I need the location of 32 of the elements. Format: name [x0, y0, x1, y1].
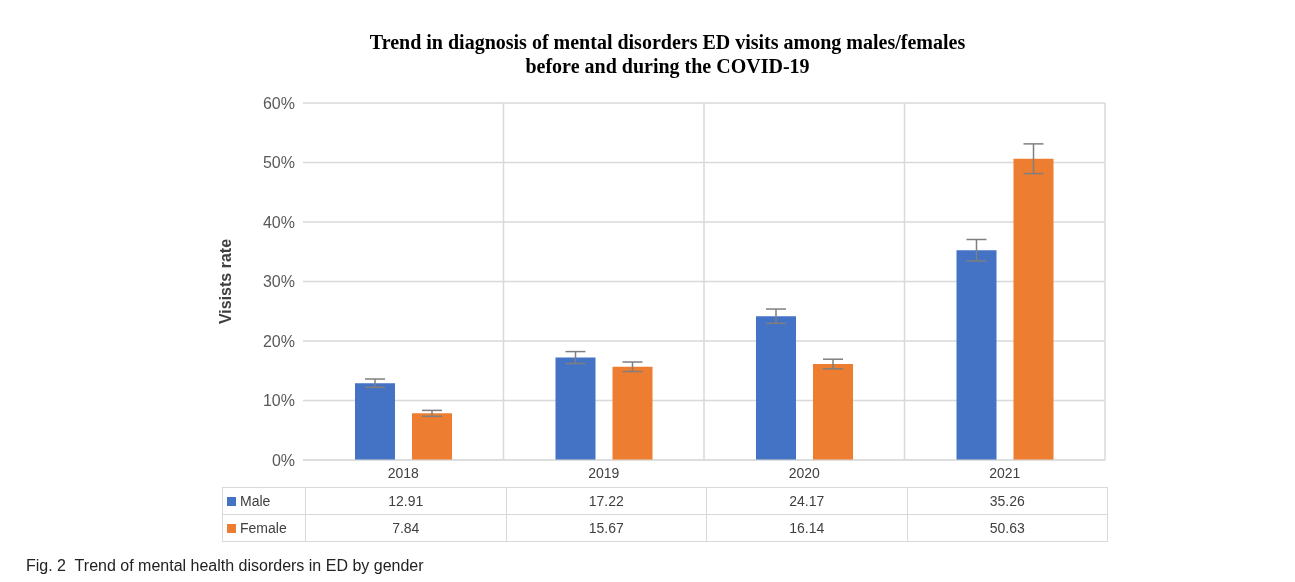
- bar: [756, 316, 796, 460]
- y-tick-label: 60%: [262, 94, 295, 112]
- y-tick-label: 50%: [262, 154, 295, 172]
- x-tick-label: 2019: [588, 464, 620, 481]
- y-tick-label: 0%: [271, 451, 295, 469]
- y-axis-title: Visists rate: [216, 238, 234, 325]
- y-tick-label: 30%: [262, 273, 295, 291]
- bar: [956, 250, 997, 460]
- data-label: 17.22: [506, 487, 707, 515]
- data-label: 50.63: [907, 514, 1108, 542]
- bar: [355, 383, 395, 460]
- data-label: 12.91: [305, 487, 506, 515]
- data-label: 15.67: [506, 514, 707, 542]
- data-label: 16.14: [706, 514, 907, 542]
- x-tick-label: 2018: [387, 464, 420, 481]
- data-label: 7.84: [305, 514, 506, 542]
- x-tick-label: 2020: [788, 464, 821, 481]
- y-tick-label: 20%: [262, 332, 295, 350]
- bar: [612, 366, 653, 460]
- chart-title: Trend in diagnosis of mental disorders ED visits among males/females before and during the COVID-19: [368, 30, 967, 80]
- bar: [555, 357, 596, 460]
- caption: Fig. 2 Trend of mental health disorders in ED by gender: [26, 557, 424, 575]
- x-tick-label: 2021: [989, 464, 1021, 481]
- bar: [412, 413, 452, 460]
- data-label: 24.17: [706, 487, 907, 515]
- bar: [813, 363, 853, 460]
- legend-label: Male: [222, 487, 306, 515]
- legend-label: Female: [222, 514, 306, 542]
- data-label: 35.26: [907, 487, 1108, 515]
- bar: [1013, 158, 1054, 460]
- y-tick-label: 40%: [262, 213, 295, 231]
- y-tick-label: 10%: [262, 392, 295, 410]
